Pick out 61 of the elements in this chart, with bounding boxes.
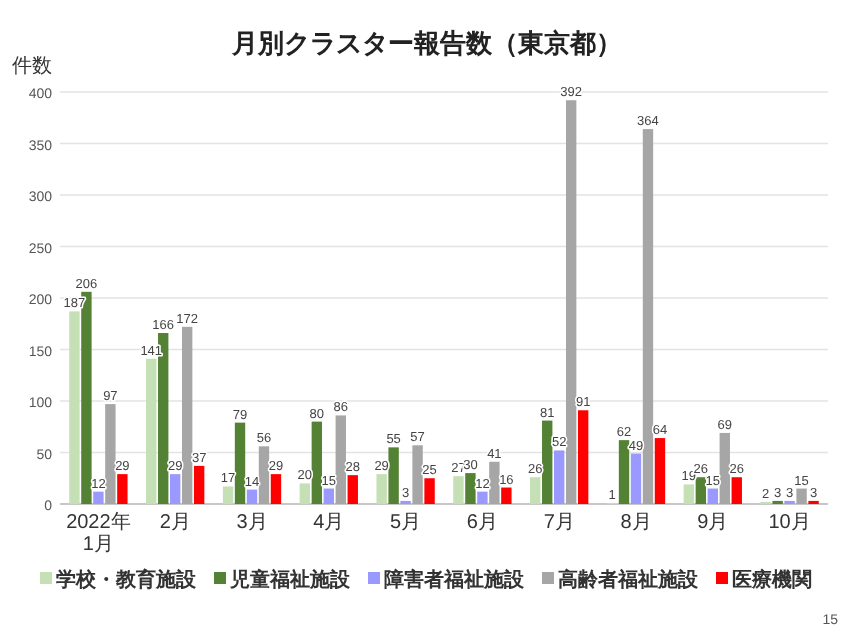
x-tick-label: 2月: [159, 512, 191, 534]
bar: [796, 488, 807, 504]
bar: [105, 404, 116, 504]
x-tick-label: 7月: [543, 512, 575, 534]
bar: [234, 422, 246, 504]
legend-label: 医療機関: [732, 568, 812, 592]
bar: [376, 474, 387, 504]
y-axis-title: 件数: [12, 56, 52, 78]
bar: [719, 432, 730, 504]
bar: [193, 465, 205, 504]
bar: [146, 358, 157, 504]
bar: [453, 476, 464, 504]
x-tick-label: 4月: [313, 512, 345, 534]
bar: [117, 474, 128, 504]
bar: [258, 446, 270, 504]
legend-label: 障害者福祉施設: [384, 568, 526, 592]
x-tick-label: 2022年1月: [66, 510, 131, 556]
x-tick-label: 3月: [236, 512, 268, 534]
bar: [554, 450, 565, 504]
bar: [69, 311, 80, 504]
bar: [565, 100, 577, 504]
bar: [181, 326, 193, 504]
bar: [630, 453, 642, 504]
chart-title: 月別クラスター報告数（東京都）: [230, 28, 622, 58]
bar: [170, 474, 181, 504]
bar: [695, 477, 707, 504]
bar: [347, 475, 358, 504]
x-tick-label: 5月: [390, 512, 422, 534]
bar: [93, 491, 104, 504]
bar: [465, 473, 476, 504]
bar: [246, 489, 258, 504]
x-tick-label: 10月: [768, 512, 811, 534]
x-tick-label: 9月: [697, 512, 729, 534]
bar: [81, 291, 92, 504]
bar: [642, 129, 654, 504]
bar: [654, 438, 666, 504]
bar: [683, 484, 695, 504]
bar: [388, 447, 399, 504]
bar: [542, 420, 553, 504]
legend-label: 高齢者福祉施設: [558, 568, 700, 592]
bar: [311, 421, 323, 504]
bar: [618, 440, 630, 504]
x-tick-label: 8月: [620, 512, 652, 534]
bar: [424, 478, 435, 504]
legend-label: 学校・教育施設: [56, 568, 198, 592]
legend-label: 児童福祉施設: [228, 568, 352, 592]
bar: [477, 491, 488, 504]
bar: [412, 445, 423, 504]
bar: [501, 487, 512, 504]
bar: [270, 474, 282, 504]
bar: [731, 477, 742, 504]
bar: [299, 483, 311, 504]
bar: [222, 486, 234, 504]
bar: [707, 488, 718, 504]
bar: [577, 410, 589, 504]
bar: [489, 461, 500, 504]
bar: [158, 333, 169, 504]
bar: [323, 488, 334, 504]
bar: [530, 477, 541, 504]
bar: [335, 415, 346, 504]
x-tick-label: 6月: [466, 512, 498, 534]
